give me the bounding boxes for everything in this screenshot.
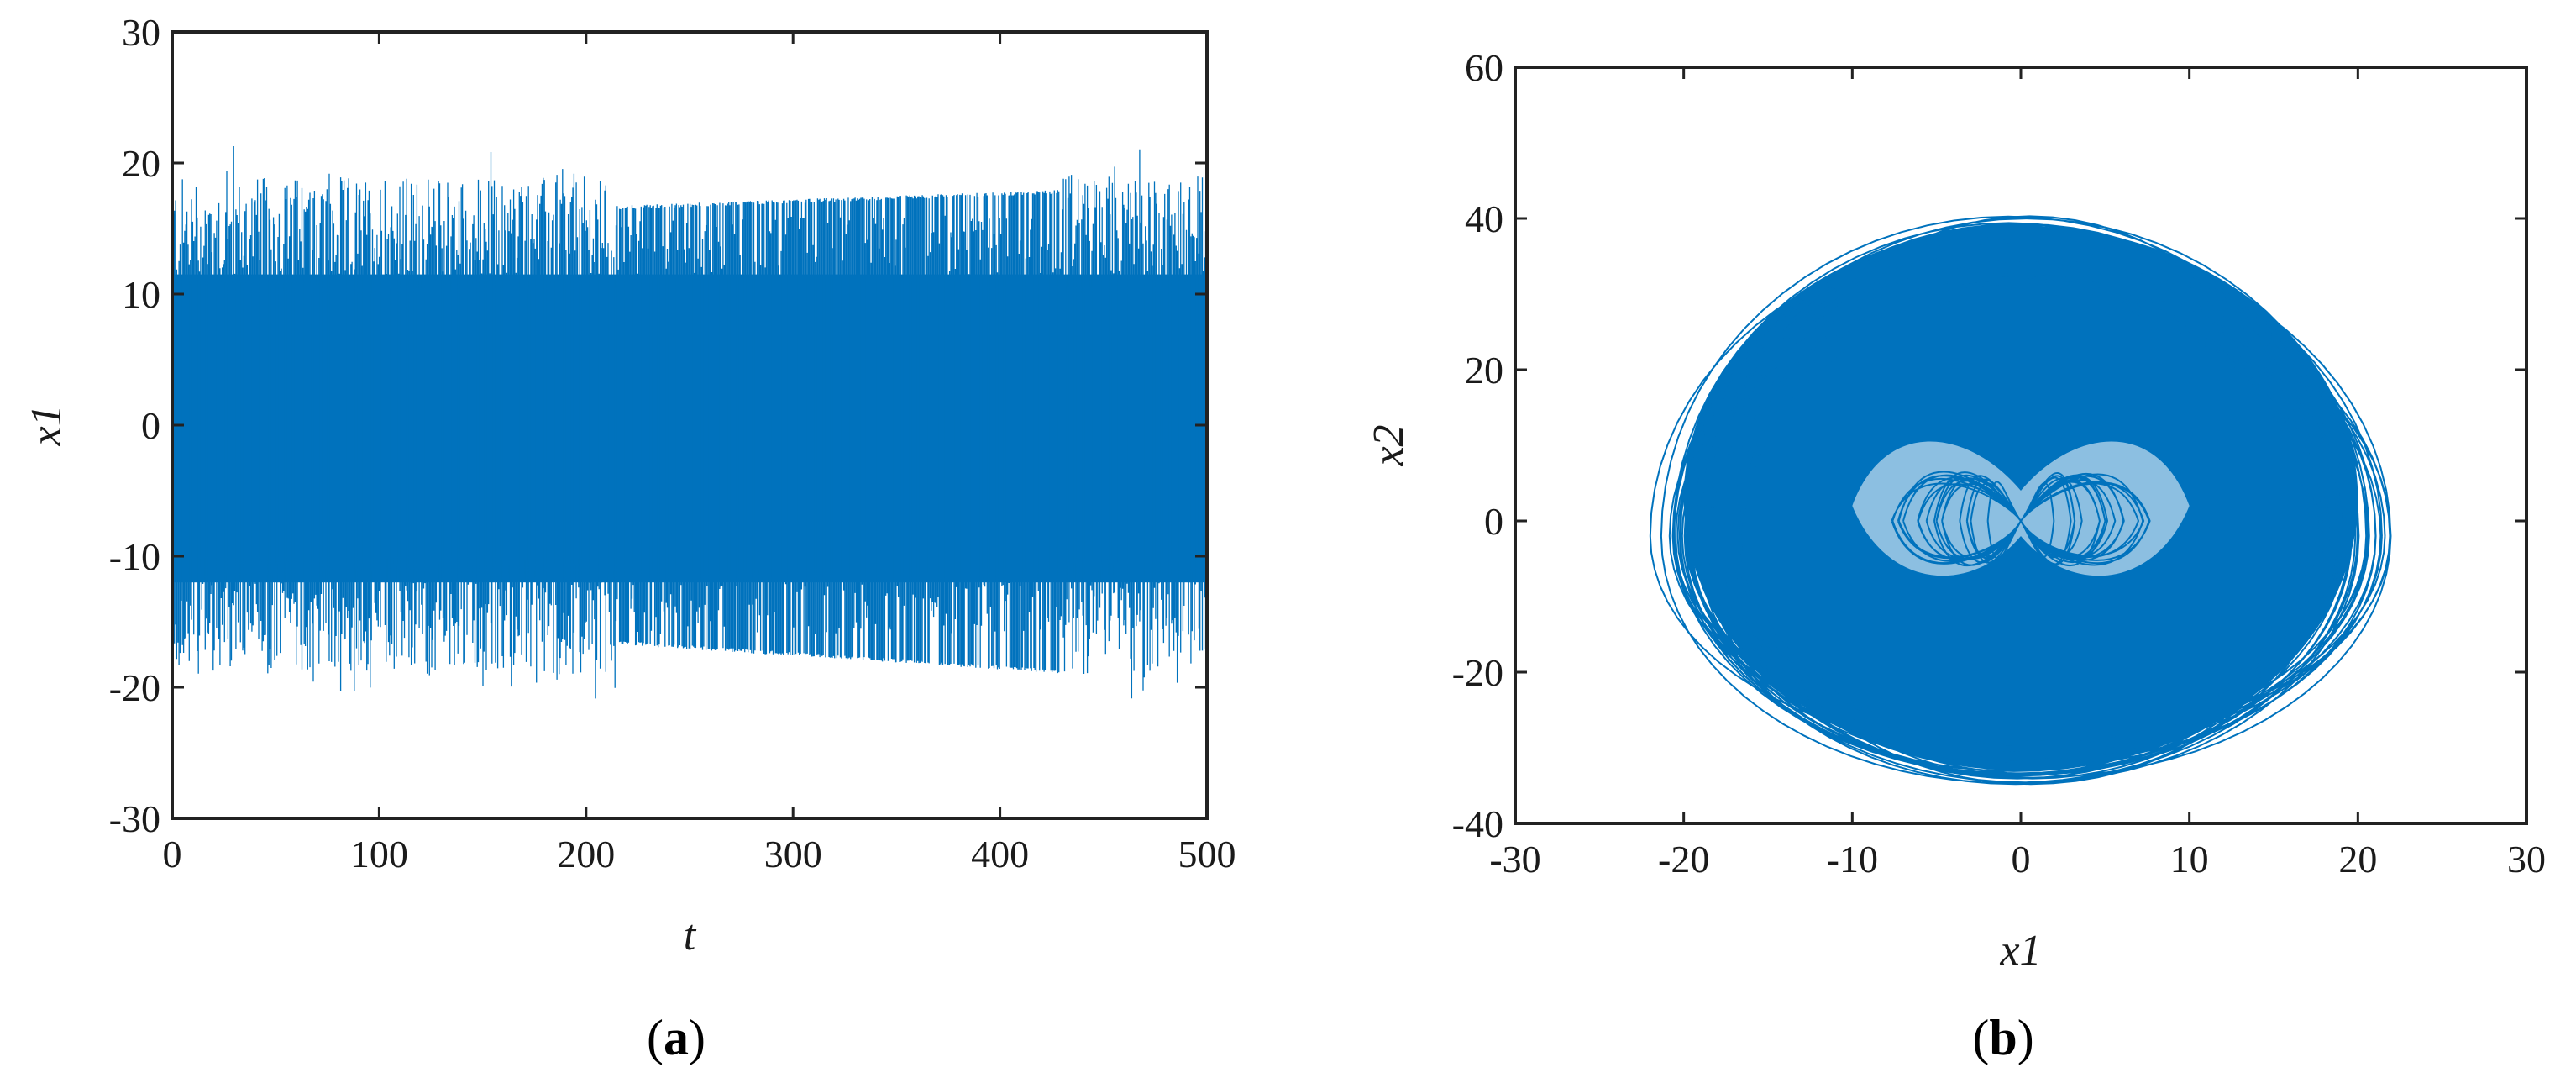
- panel-b-ticks: -30 -20 -10 0 10 20 30 60 40 20 0 -20 -40: [1452, 46, 2546, 881]
- panel-a-xtick-label: 300: [764, 833, 822, 875]
- panel-b-ytick-label: 40: [1465, 197, 1503, 240]
- panel-b-ytick-label: 20: [1465, 349, 1503, 392]
- panel-b-ylabel: x2: [1365, 424, 1413, 466]
- panel-a-plot-area: [171, 146, 1208, 699]
- panel-a-ytick-label: -30: [109, 797, 160, 840]
- panel-b-xtick-label: -20: [1658, 838, 1709, 881]
- panel-b-ytick-label: -40: [1452, 802, 1503, 845]
- panel-a-xlabel: t: [684, 912, 697, 959]
- panel-a-ytick-label: 0: [141, 404, 160, 447]
- panel-b-xtick-label: -10: [1827, 838, 1878, 881]
- panel-a-ylabel: x1: [23, 404, 71, 446]
- panel-b-xtick-label: 0: [2012, 838, 2031, 881]
- panel-a-series-line: [171, 146, 1208, 699]
- panel-b-xlabel: x1: [1999, 927, 2041, 975]
- panel-b: -30 -20 -10 0 10 20 30 60 40 20 0 -20 -40 x1 x2 (b): [1365, 46, 2546, 1065]
- panel-b-attractor-loops: [1649, 215, 2392, 786]
- panel-a-ytick-label: -20: [109, 666, 160, 709]
- panel-a-ytick-label: -10: [109, 535, 160, 578]
- panel-b-caption: (b): [1972, 1010, 2033, 1065]
- panel-b-xtick-label: 20: [2338, 838, 2377, 881]
- panel-b-ytick-label: -20: [1452, 651, 1503, 694]
- panel-a-xtick-label: 100: [350, 833, 408, 875]
- panel-a-ytick-label: 30: [122, 11, 160, 54]
- panel-a-xtick-label: 0: [163, 833, 182, 875]
- panel-a-caption: (a): [647, 1010, 706, 1065]
- panel-a-ytick-label: 20: [122, 142, 160, 185]
- panel-a-xtick-label: 200: [557, 833, 615, 875]
- panel-b-ytick-label: 60: [1465, 46, 1503, 89]
- panel-a-xtick-label: 500: [1178, 833, 1236, 875]
- panel-b-plot-area: [1649, 215, 2392, 786]
- panel-b-ytick-label: 0: [1484, 500, 1503, 543]
- panel-b-xtick-label: -30: [1489, 838, 1540, 881]
- panel-b-inner-strands: [1891, 471, 2151, 566]
- panel-b-caption-letter: b: [1989, 1010, 2017, 1065]
- panel-a-ytick-label: 10: [122, 273, 160, 316]
- panel-b-xtick-label: 10: [2170, 838, 2209, 881]
- panel-b-xtick-label: 30: [2507, 838, 2546, 881]
- panel-a-caption-letter: a: [664, 1010, 689, 1065]
- panel-a-xtick-label: 400: [971, 833, 1029, 875]
